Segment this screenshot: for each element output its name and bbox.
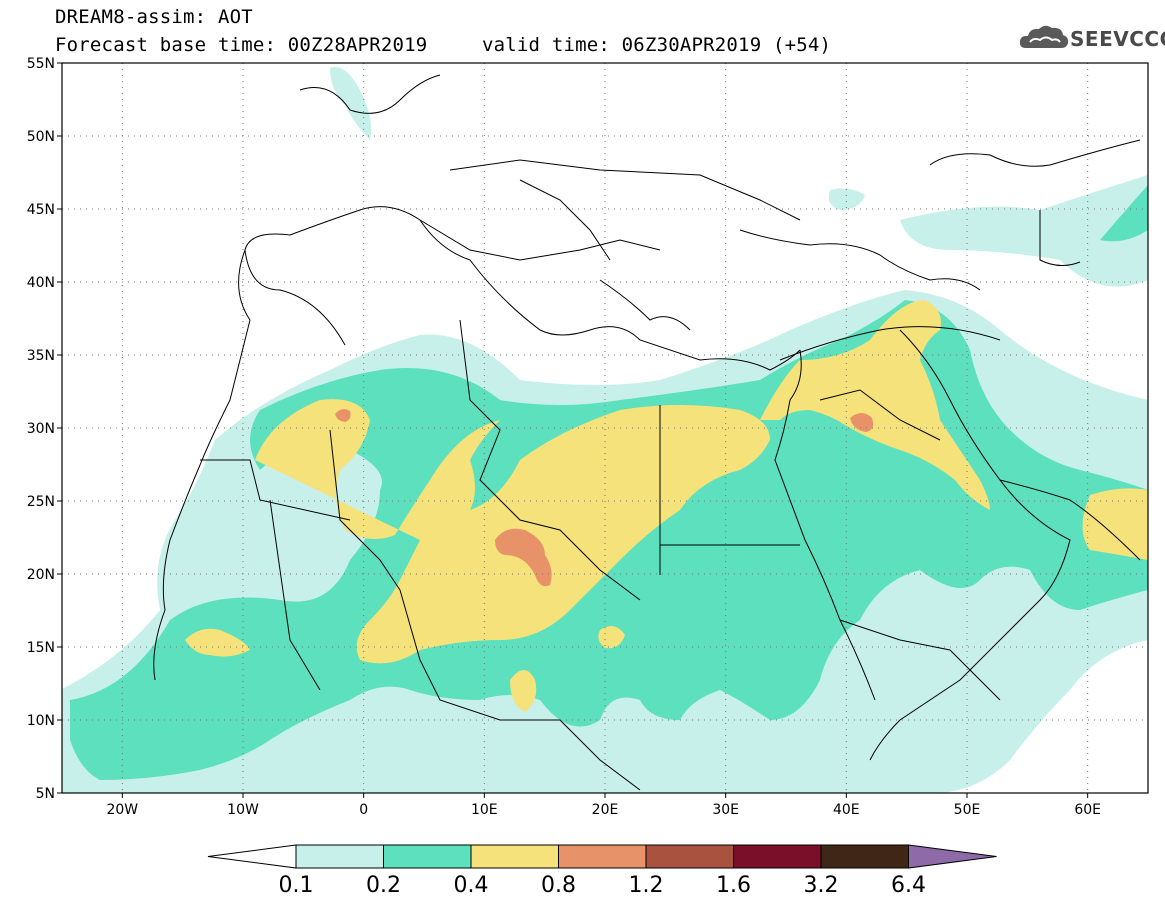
lat-tick-label: 45N [27,202,55,218]
map-title: DREAM8-assim: AOT [55,6,253,28]
colorbar-segment [558,844,647,869]
colorbar-segment [383,844,472,869]
lon-tick-label: 20E [592,802,619,818]
aot-field [62,63,1148,793]
lat-tick-label: 5N [36,786,55,802]
lat-tick-label: 50N [27,129,55,145]
cloud-icon [1019,25,1069,48]
lon-tick-label: 10E [471,802,498,818]
lon-tick-label: 30E [712,802,739,818]
colorbar-segment [470,844,559,869]
colorbar-label: 6.4 [891,873,926,898]
aot-contour-0.8 [335,409,874,587]
lat-tick-label: 35N [27,348,55,364]
colorbar-segment [295,844,384,869]
colorbar: 0.1 0.2 0.4 0.8 1.2 1.6 3.2 6.4 [207,844,997,898]
logo-text: SEEVCCC [1070,27,1165,51]
lon-tick-label: 40E [833,802,860,818]
lon-tick-label: 60E [1074,802,1101,818]
lon-tick-label: 50E [954,802,981,818]
colorbar-segment [733,844,822,869]
longitude-ticks: 20W 10W 0 10E 20E 30E 40E 50E 60E [106,793,1101,818]
lat-tick-label: 40N [27,275,55,291]
lat-tick-label: 55N [27,56,55,72]
lat-tick-label: 20N [27,567,55,583]
colorbar-label: 0.4 [454,873,489,898]
lon-tick-label: 10W [227,802,259,818]
colorbar-low-triangle [207,844,297,869]
lon-tick-label: 20W [106,802,138,818]
lon-tick-label: 0 [359,802,368,818]
colorbar-label: 3.2 [804,873,839,898]
colorbar-label: 1.2 [629,873,664,898]
forecast-base-time: Forecast base time: 00Z28APR2019 [55,34,428,56]
lat-tick-label: 15N [27,640,55,656]
lat-tick-label: 10N [27,713,55,729]
coastlines [153,74,1141,791]
lat-tick-label: 30N [27,421,55,437]
colorbar-segment [645,844,734,869]
latitude-ticks: 55N 50N 45N 40N 35N 30N 25N 20N 15N 10N 5N [27,56,62,802]
seevccc-logo: SEEVCCC [1018,22,1165,58]
colorbar-label: 0.2 [366,873,401,898]
colorbar-label: 0.8 [541,873,576,898]
colorbar-label: 1.6 [716,873,751,898]
valid-time: valid time: 06Z30APR2019 (+54) [482,34,832,56]
colorbar-label: 0.1 [279,873,314,898]
graticule [62,63,1148,793]
colorbar-high-triangle [908,844,997,869]
lat-tick-label: 25N [27,494,55,510]
colorbar-segment [820,844,909,869]
